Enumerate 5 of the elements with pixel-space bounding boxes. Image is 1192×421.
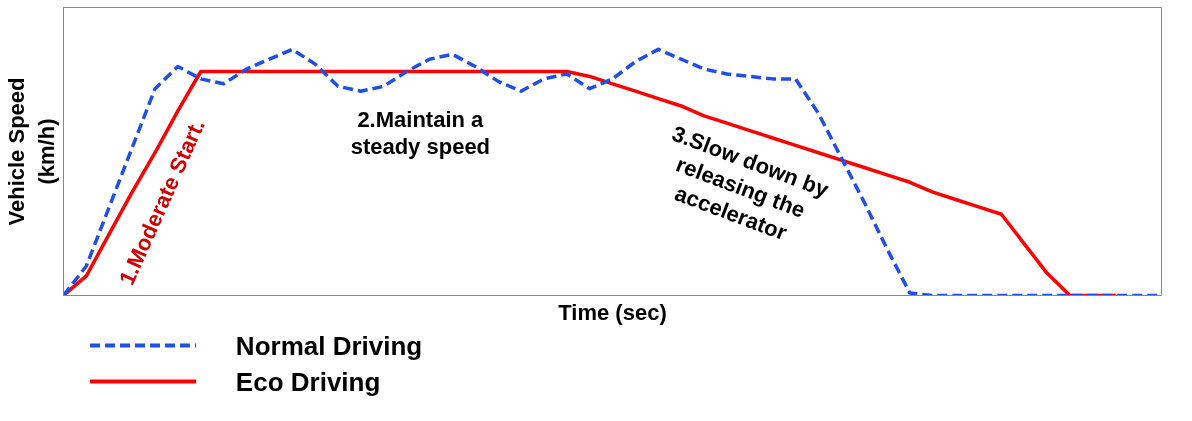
annotation: 2.Maintain a steady speed (350, 106, 491, 160)
x-axis-title: Time (sec) (558, 299, 667, 325)
y-axis-title: Vehicle Speed (km/h) (3, 77, 59, 226)
legend-label: Normal Driving (235, 330, 423, 361)
legend-label: Eco Driving (235, 366, 381, 397)
